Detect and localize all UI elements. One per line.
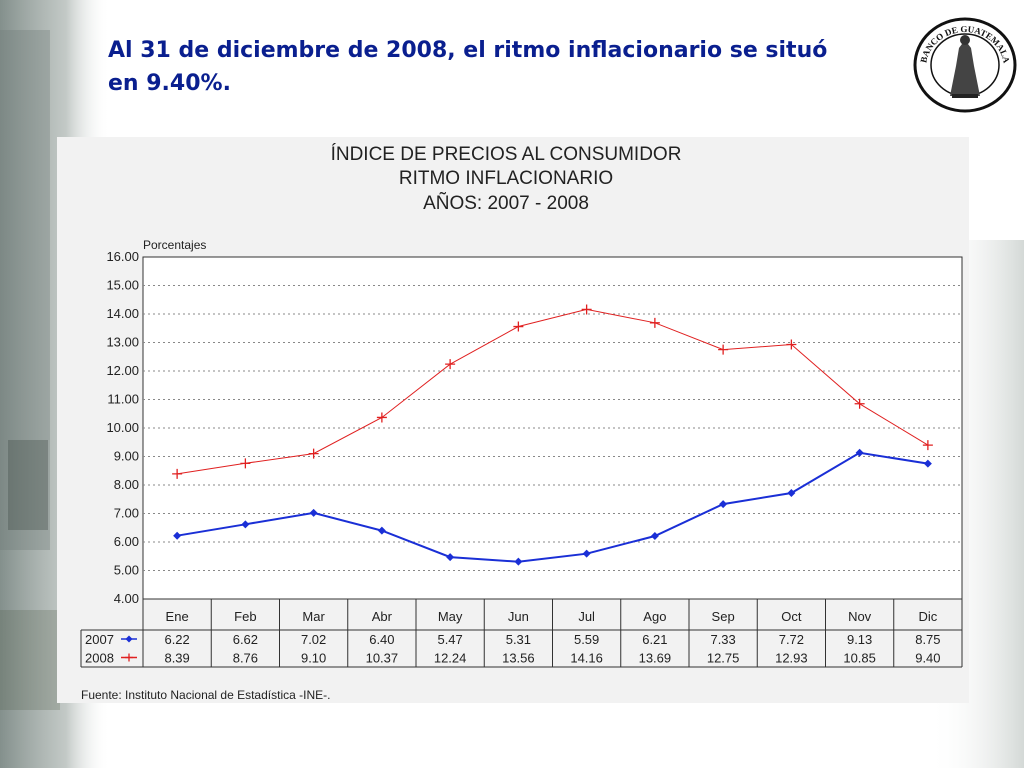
chart-panel: ÍNDICE DE PRECIOS AL CONSUMIDOR RITMO IN…: [57, 137, 969, 703]
headline-line-2: en 9.40%.: [108, 67, 908, 100]
data-label-2007: 5.47: [437, 632, 462, 647]
y-tick-label: 6.00: [114, 534, 139, 549]
chart-title-line-3: AÑOS: 2007 - 2008: [423, 192, 589, 214]
y-tick-label: 9.00: [114, 449, 139, 464]
x-category-label: May: [438, 609, 463, 624]
legend-marker: [126, 636, 133, 643]
data-label-2008: 13.56: [502, 651, 535, 666]
headline: Al 31 de diciembre de 2008, el ritmo inf…: [108, 34, 908, 100]
data-label-2007: 7.33: [710, 632, 735, 647]
data-label-2007: 6.22: [164, 632, 189, 647]
data-label-2008: 10.85: [843, 651, 876, 666]
x-category-label: Dic: [918, 609, 937, 624]
data-label-2008: 14.16: [570, 651, 603, 666]
legend-marker: [125, 654, 133, 662]
y-axis-label: Porcentajes: [143, 238, 206, 252]
data-table: Ene Feb Mar Abr May Jun Jul Ago Sep Oct Nov Dic 2007…: [81, 599, 962, 667]
data-label-2007: 6.21: [642, 632, 667, 647]
y-tick-label: 10.00: [106, 420, 139, 435]
y-tick-label: 7.00: [114, 506, 139, 521]
y-tick-label: 13.00: [106, 335, 139, 350]
y-tick-label: 5.00: [114, 563, 139, 578]
data-label-2008: 10.37: [366, 651, 399, 666]
chart: ÍNDICE DE PRECIOS AL CONSUMIDOR RITMO IN…: [57, 137, 969, 703]
data-label-2007: 6.62: [233, 632, 258, 647]
y-tick-label: 4.00: [114, 591, 139, 606]
data-label-2008: 9.40: [915, 651, 940, 666]
y-tick-label: 11.00: [107, 392, 139, 407]
x-category-label: Ene: [166, 609, 189, 624]
x-category-label: Sep: [712, 609, 735, 624]
data-label-2008: 8.76: [233, 651, 258, 666]
bank-seal-logo: BANCO DE GUATEMALA: [912, 16, 1018, 114]
data-label-2007: 6.40: [369, 632, 394, 647]
x-category-label: Jul: [578, 609, 595, 624]
chart-title-line-1: ÍNDICE DE PRECIOS AL CONSUMIDOR: [331, 144, 682, 165]
data-label-2008: 12.93: [775, 651, 808, 666]
data-label-2007: 7.02: [301, 632, 326, 647]
y-tick-label: 14.00: [106, 306, 139, 321]
data-label-2008: 12.75: [707, 651, 740, 666]
data-label-2008: 9.10: [301, 651, 326, 666]
y-tick-label: 12.00: [106, 363, 139, 378]
legend-label-2007: 2007: [85, 632, 114, 647]
data-label-2007: 8.75: [915, 632, 940, 647]
x-category-label: Jun: [508, 609, 529, 624]
plot-area: 4.00 5.00 6.00 7.00 8.00 9.00 10.00 11.00 12.00 1…: [106, 249, 962, 606]
x-category-label: Oct: [781, 609, 802, 624]
x-category-label: Mar: [302, 609, 325, 624]
y-tick-label: 16.00: [106, 249, 139, 264]
data-label-2007: 5.31: [506, 632, 531, 647]
x-category-label: Abr: [372, 609, 393, 624]
chart-title-line-2: RITMO INFLACIONARIO: [399, 168, 613, 189]
headline-line-1: Al 31 de diciembre de 2008, el ritmo inf…: [108, 34, 908, 67]
x-category-label: Nov: [848, 609, 872, 624]
data-label-2007: 7.72: [779, 632, 804, 647]
legend-label-2008: 2008: [85, 651, 114, 666]
data-label-2008: 13.69: [639, 651, 672, 666]
x-category-label: Ago: [643, 609, 666, 624]
source-note: Fuente: Instituto Nacional de Estadístic…: [81, 688, 330, 702]
data-label-2007: 5.59: [574, 632, 599, 647]
data-label-2008: 8.39: [164, 651, 189, 666]
x-category-label: Feb: [234, 609, 256, 624]
data-label-2007: 9.13: [847, 632, 872, 647]
data-label-2008: 12.24: [434, 651, 467, 666]
y-tick-label: 15.00: [106, 278, 139, 293]
y-tick-label: 8.00: [114, 477, 139, 492]
